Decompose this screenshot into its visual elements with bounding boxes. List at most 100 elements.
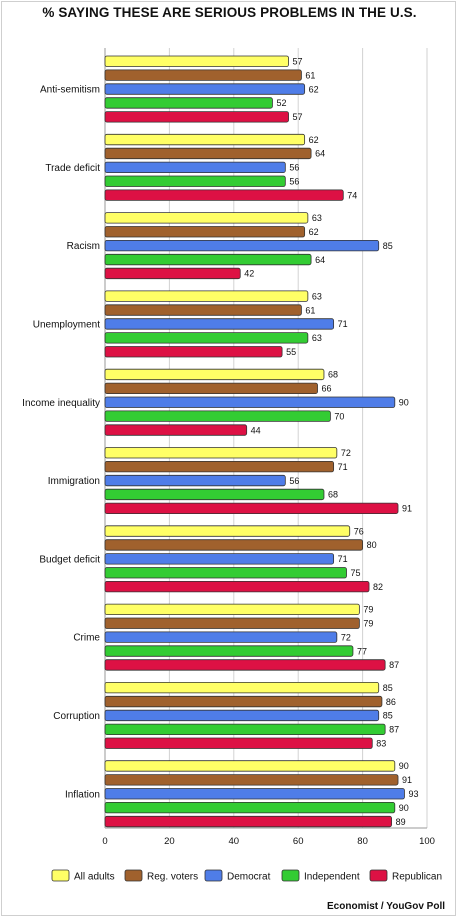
bar bbox=[104, 682, 380, 694]
legend-label: Republican bbox=[392, 872, 442, 883]
data-label: 52 bbox=[276, 98, 286, 108]
category-label: Income inequality bbox=[22, 398, 100, 409]
x-tick-label: 0 bbox=[102, 836, 107, 847]
data-label: 77 bbox=[357, 646, 367, 656]
data-label: 71 bbox=[338, 462, 348, 472]
data-label: 61 bbox=[305, 305, 315, 315]
bar bbox=[104, 553, 335, 565]
bar bbox=[104, 304, 302, 316]
bar bbox=[104, 802, 396, 814]
bar bbox=[104, 83, 306, 95]
data-label: 80 bbox=[367, 540, 377, 550]
legend-swatch bbox=[51, 869, 70, 882]
category-label: Anti-semitism bbox=[40, 85, 100, 96]
legend-swatch bbox=[204, 869, 223, 882]
x-tick-label: 80 bbox=[357, 836, 368, 847]
bar bbox=[104, 410, 331, 422]
bar bbox=[104, 189, 344, 201]
bar bbox=[104, 488, 325, 501]
data-label: 68 bbox=[328, 490, 338, 500]
bar bbox=[104, 737, 373, 749]
bar bbox=[104, 617, 360, 629]
bar bbox=[104, 709, 380, 722]
bar-group: Income inequality 68 66 90 70 44 bbox=[22, 368, 409, 436]
data-label: 62 bbox=[309, 227, 319, 237]
bar bbox=[104, 474, 286, 487]
bar bbox=[104, 111, 289, 123]
bar bbox=[104, 460, 335, 473]
data-label: 56 bbox=[289, 476, 299, 486]
bar bbox=[104, 97, 273, 109]
bar bbox=[104, 175, 286, 187]
data-label: 90 bbox=[399, 761, 409, 771]
bar bbox=[104, 424, 248, 436]
bar bbox=[104, 267, 241, 280]
data-label: 66 bbox=[322, 384, 332, 394]
category-label: Trade deficit bbox=[45, 163, 100, 174]
data-label: 64 bbox=[315, 255, 325, 265]
data-label: 64 bbox=[315, 149, 325, 159]
bar bbox=[104, 695, 383, 708]
bar bbox=[104, 147, 312, 160]
data-label: 76 bbox=[354, 526, 364, 536]
source-label: Economist / YouGov Poll bbox=[327, 901, 445, 912]
data-label: 72 bbox=[341, 632, 351, 642]
bar bbox=[104, 603, 360, 615]
chart-title: % SAYING THESE ARE SERIOUS PROBLEMS IN T… bbox=[42, 5, 417, 20]
bar bbox=[104, 212, 309, 224]
data-label: 71 bbox=[338, 554, 348, 564]
category-label: Budget deficit bbox=[39, 554, 100, 565]
bar bbox=[104, 631, 338, 643]
bar bbox=[104, 368, 325, 381]
data-label: 62 bbox=[309, 84, 319, 94]
data-label: 83 bbox=[376, 739, 386, 749]
data-label: 85 bbox=[383, 683, 393, 693]
bar-group: Immigration 72 71 56 68 91 bbox=[48, 447, 412, 515]
data-label: 79 bbox=[363, 619, 373, 629]
bar-group: Crime 79 79 72 77 87 bbox=[73, 603, 399, 671]
bar bbox=[104, 396, 396, 408]
data-label: 89 bbox=[396, 817, 406, 827]
data-label: 68 bbox=[328, 370, 338, 380]
data-label: 90 bbox=[399, 803, 409, 813]
data-label: 56 bbox=[289, 177, 299, 187]
bar-group: Racism 63 62 85 64 42 bbox=[67, 212, 393, 280]
legend-swatch bbox=[369, 869, 388, 882]
legend-label: Democrat bbox=[227, 872, 271, 883]
data-label: 57 bbox=[293, 112, 303, 122]
data-label: 55 bbox=[286, 347, 296, 357]
bar bbox=[104, 346, 283, 358]
bar bbox=[104, 788, 405, 800]
data-label: 72 bbox=[341, 448, 351, 458]
category-label: Corruption bbox=[53, 711, 100, 722]
data-label: 57 bbox=[293, 57, 303, 67]
data-label: 61 bbox=[305, 70, 315, 80]
bar-group: Inflation 90 91 93 90 89 bbox=[65, 760, 418, 828]
data-label: 93 bbox=[408, 789, 418, 799]
bar bbox=[104, 659, 386, 671]
bar bbox=[104, 55, 289, 67]
bar bbox=[104, 239, 380, 252]
bar-group: Unemployment 63 61 71 63 55 bbox=[33, 290, 348, 358]
data-label: 90 bbox=[399, 398, 409, 408]
data-label: 75 bbox=[351, 568, 361, 578]
bar bbox=[104, 318, 335, 330]
category-label: Unemployment bbox=[33, 319, 100, 330]
bar bbox=[104, 161, 286, 174]
data-label: 63 bbox=[312, 333, 322, 343]
bar bbox=[104, 815, 392, 828]
data-label: 74 bbox=[347, 190, 357, 200]
bar bbox=[104, 774, 399, 786]
legend-label: Reg. voters bbox=[147, 872, 198, 883]
bar bbox=[104, 226, 306, 238]
data-label: 86 bbox=[386, 697, 396, 707]
legend-label: All adults bbox=[74, 872, 115, 883]
data-label: 56 bbox=[289, 163, 299, 173]
legend: All adults Reg. voters Democrat Independent… bbox=[51, 869, 442, 883]
data-label: 79 bbox=[363, 605, 373, 615]
data-label: 71 bbox=[338, 319, 348, 329]
data-label: 63 bbox=[312, 291, 322, 301]
bar bbox=[104, 525, 351, 537]
